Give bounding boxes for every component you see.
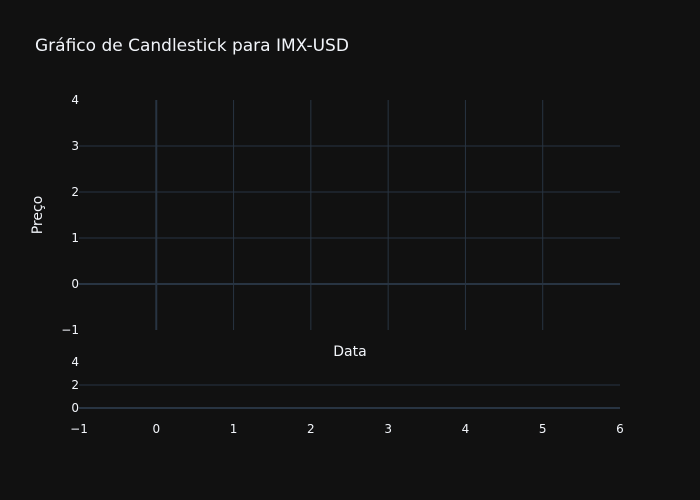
volume-y-tick-label: 0 xyxy=(71,401,79,415)
price-y-tick-label: 0 xyxy=(71,277,79,291)
price-panel-gridlines xyxy=(79,100,620,330)
x-axis-title: Data xyxy=(333,344,366,360)
volume-y-tick-label: 2 xyxy=(71,378,79,392)
volume-x-tick-label: 3 xyxy=(384,422,392,436)
volume-panel-x-ticks: −1 0 1 2 3 4 5 6 xyxy=(70,422,624,436)
price-y-tick-label: 3 xyxy=(71,139,79,153)
chart-title: Gráfico de Candlestick para IMX-USD xyxy=(35,36,349,56)
volume-panel-y-ticks: 0 2 4 xyxy=(71,355,79,415)
volume-x-tick-label: 4 xyxy=(462,422,470,436)
volume-panel-gridlines xyxy=(79,384,620,409)
volume-x-tick-label: 6 xyxy=(616,422,624,436)
volume-x-tick-label: 0 xyxy=(152,422,160,436)
volume-x-tick-label: 1 xyxy=(230,422,238,436)
price-y-tick-label: 1 xyxy=(71,231,79,245)
y-axis-title: Preço xyxy=(30,196,46,235)
price-y-tick-label: 2 xyxy=(71,185,79,199)
volume-x-tick-label: −1 xyxy=(70,422,88,436)
volume-y-tick-label: 4 xyxy=(71,355,79,369)
price-y-tick-label: 4 xyxy=(71,93,79,107)
volume-x-tick-label: 5 xyxy=(539,422,547,436)
price-panel-y-ticks: −1 0 1 2 3 4 xyxy=(61,93,79,337)
price-y-tick-label: −1 xyxy=(61,323,79,337)
volume-x-tick-label: 2 xyxy=(307,422,315,436)
